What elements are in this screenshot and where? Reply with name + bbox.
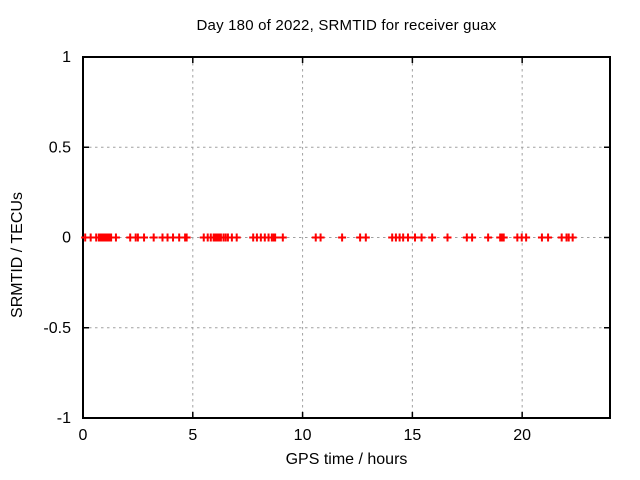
data-point-marker <box>403 233 412 242</box>
data-point-marker <box>428 233 437 242</box>
chart-title: Day 180 of 2022, SRMTID for receiver gua… <box>196 17 497 34</box>
data-point-marker <box>568 233 577 242</box>
y-tick-label: -1 <box>57 410 71 427</box>
data-point-marker <box>484 233 493 242</box>
x-tick-label: 0 <box>79 427 88 444</box>
data-point-marker <box>149 233 158 242</box>
data-point-marker <box>417 233 426 242</box>
data-point-marker <box>182 233 191 242</box>
data-point-marker <box>316 233 325 242</box>
data-point-marker <box>544 233 553 242</box>
x-tick-label: 15 <box>403 427 421 444</box>
y-tick-label: -0.5 <box>43 320 71 337</box>
y-tick-label: 1 <box>62 49 71 66</box>
y-tick-label: 0 <box>62 230 71 247</box>
x-axis-label: GPS time / hours <box>285 451 408 468</box>
data-point-marker <box>361 233 370 242</box>
data-point-marker <box>499 233 508 242</box>
data-point-marker <box>232 233 241 242</box>
data-point-marker <box>271 233 280 242</box>
y-tick-label: 0.5 <box>49 139 71 156</box>
x-tick-label: 10 <box>294 427 312 444</box>
data-point-marker <box>278 233 287 242</box>
x-tick-label: 5 <box>188 427 197 444</box>
data-point-marker <box>111 233 120 242</box>
data-point-marker <box>443 233 452 242</box>
data-point-marker <box>468 233 477 242</box>
data-point-marker <box>522 233 531 242</box>
data-point-marker <box>140 233 149 242</box>
x-tick-label: 20 <box>513 427 531 444</box>
data-point-marker <box>338 233 347 242</box>
